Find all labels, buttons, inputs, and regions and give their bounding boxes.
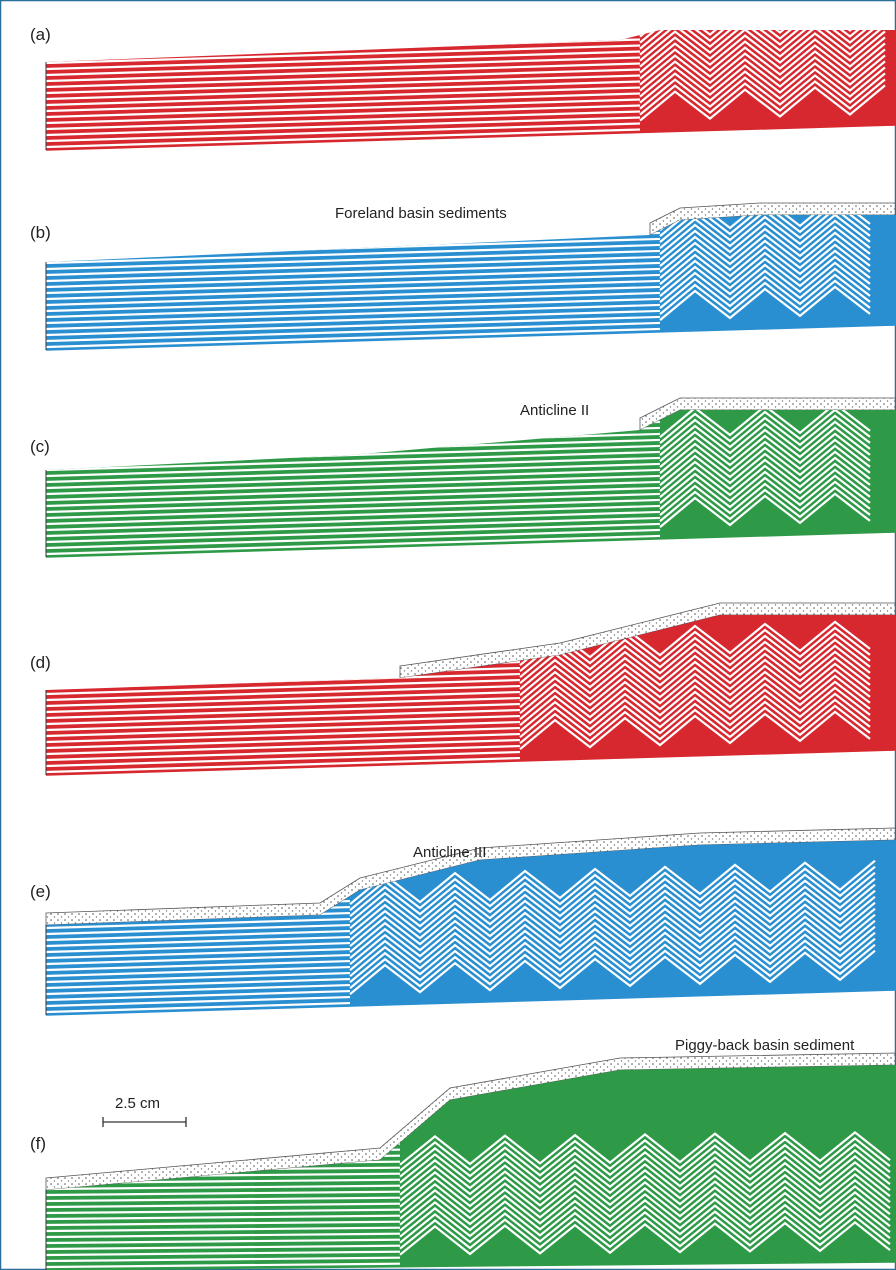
stripe — [46, 883, 350, 892]
stripe — [46, 0, 640, 15]
stripe — [46, 10, 640, 27]
stripe — [46, 149, 660, 167]
stripe — [46, 1060, 400, 1063]
stripe — [46, 644, 520, 658]
stripe — [46, 620, 520, 634]
stripe — [46, 1054, 400, 1057]
stripe — [46, 823, 350, 832]
page: (a) (b) (c) (d) (e) (f) Foreland basin s… — [0, 0, 896, 1270]
stripe — [46, 1126, 400, 1129]
stripe — [46, 799, 350, 808]
stripe — [46, 1096, 400, 1099]
stripe — [46, 590, 520, 604]
stripe — [46, 572, 520, 586]
panel-label: (b) — [30, 223, 51, 242]
stripe — [46, 167, 660, 185]
stripe — [46, 853, 350, 862]
stripe — [46, 155, 660, 173]
stripe — [46, 817, 350, 826]
panel-label: (e) — [30, 882, 51, 901]
panel-label: (a) — [30, 25, 51, 44]
stripe — [46, 161, 660, 179]
stripe — [46, 835, 350, 844]
stripe — [46, 781, 350, 790]
stripe — [46, 1108, 400, 1111]
stripe — [46, 829, 350, 838]
stripe — [46, 560, 520, 574]
stripe — [46, 1036, 400, 1039]
stripe — [46, 578, 520, 592]
stripe — [46, 28, 640, 45]
annotation: Piggy-back basin sediment — [675, 1037, 855, 1054]
stripe — [46, 1132, 400, 1135]
stripe — [46, 368, 660, 386]
stripe — [46, 811, 350, 820]
stripe — [46, 584, 520, 598]
annotation: Foreland basin sediments — [335, 205, 507, 222]
stripe — [46, 1072, 400, 1075]
stripe — [46, 350, 660, 368]
stripe — [46, 602, 520, 616]
stripe — [46, 380, 660, 398]
stripe — [46, 841, 350, 850]
stripe — [46, 1138, 400, 1141]
annotation: Anticline III — [413, 844, 486, 861]
stripe — [46, 626, 520, 640]
stripe — [46, 1030, 400, 1033]
annotation: Anticline II — [520, 402, 589, 419]
stripe — [46, 1042, 400, 1045]
stripe — [46, 632, 520, 646]
stripe — [46, 185, 660, 203]
panel-label: (f) — [30, 1134, 46, 1153]
scale-bar-label: 2.5 cm — [115, 1095, 160, 1112]
stripe — [46, 0, 640, 9]
stripe — [46, 16, 640, 33]
stripe — [46, 1066, 400, 1069]
stripe — [46, 793, 350, 802]
stripe — [46, 362, 660, 380]
stripe — [46, 1090, 400, 1093]
stripe — [46, 566, 520, 580]
stripe — [46, 775, 350, 784]
fold-stripe — [640, 0, 885, 31]
stripe — [46, 179, 660, 197]
panel-label: (c) — [30, 437, 50, 456]
stripe — [46, 608, 520, 622]
stripe — [46, 374, 660, 392]
stripe — [46, 1078, 400, 1081]
stripe — [46, 1120, 400, 1123]
stripe — [46, 847, 350, 856]
stripe — [46, 356, 660, 374]
stripe — [46, 871, 350, 880]
stripe — [46, 877, 350, 886]
stripe — [46, 1114, 400, 1117]
scale-bar — [103, 1117, 186, 1127]
stripe — [46, 889, 350, 898]
sections — [46, 0, 896, 1270]
stripe — [46, 865, 350, 874]
stripe — [46, 554, 520, 568]
stripe — [46, 173, 660, 191]
stripe — [46, 4, 640, 21]
stripe — [46, 1084, 400, 1087]
stripe — [46, 859, 350, 868]
stripe — [46, 895, 350, 904]
stripe — [46, 614, 520, 628]
stripe — [46, 22, 640, 39]
stripe — [46, 638, 520, 652]
stripe — [46, 1102, 400, 1105]
figure: (a) (b) (c) (d) (e) (f) Foreland basin s… — [0, 0, 896, 1270]
stripe — [46, 596, 520, 610]
stripe — [46, 1048, 400, 1051]
stripe — [46, 787, 350, 796]
stripe — [46, 221, 660, 239]
stripe — [46, 1144, 400, 1147]
panel-label: (d) — [30, 653, 51, 672]
stripe — [46, 805, 350, 814]
